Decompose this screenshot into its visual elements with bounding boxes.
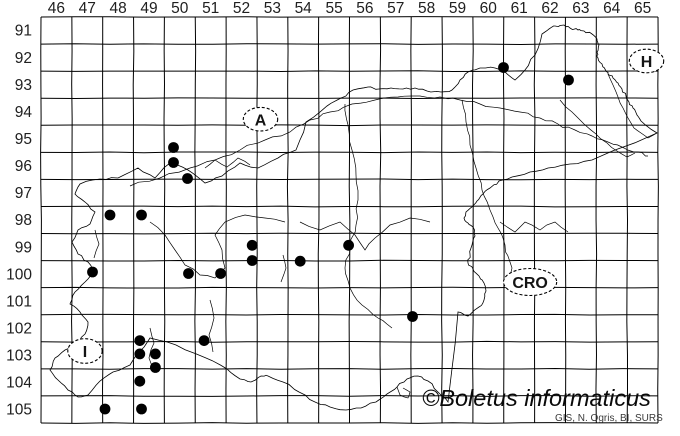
svg-text:52: 52 — [233, 0, 250, 17]
svg-text:91: 91 — [15, 23, 32, 40]
svg-text:100: 100 — [6, 266, 32, 283]
svg-text:61: 61 — [511, 0, 528, 17]
svg-text:46: 46 — [48, 0, 65, 17]
svg-text:105: 105 — [6, 402, 32, 419]
svg-text:94: 94 — [15, 104, 33, 121]
svg-text:98: 98 — [15, 212, 32, 229]
svg-text:93: 93 — [15, 77, 32, 94]
svg-text:GIS, N. Ogris, BI, SURS: GIS, N. Ogris, BI, SURS — [555, 413, 663, 424]
svg-text:53: 53 — [264, 0, 281, 17]
svg-text:58: 58 — [418, 0, 435, 17]
svg-text:95: 95 — [15, 131, 32, 148]
svg-text:47: 47 — [79, 0, 96, 17]
svg-text:57: 57 — [387, 0, 404, 17]
svg-text:©Boletus informaticus: ©Boletus informaticus — [422, 385, 651, 411]
svg-text:96: 96 — [15, 158, 32, 175]
svg-text:104: 104 — [6, 375, 32, 392]
svg-text:56: 56 — [356, 0, 373, 17]
svg-text:65: 65 — [634, 0, 651, 17]
svg-text:97: 97 — [15, 185, 32, 202]
svg-text:64: 64 — [603, 0, 621, 17]
svg-text:63: 63 — [572, 0, 589, 17]
svg-text:48: 48 — [109, 0, 126, 17]
svg-text:55: 55 — [325, 0, 342, 17]
svg-text:99: 99 — [15, 239, 32, 256]
svg-text:101: 101 — [6, 293, 32, 310]
svg-text:49: 49 — [140, 0, 157, 17]
svg-text:51: 51 — [202, 0, 219, 17]
svg-text:CRO: CRO — [512, 275, 548, 292]
svg-text:59: 59 — [449, 0, 466, 17]
svg-text:54: 54 — [295, 0, 313, 17]
svg-text:62: 62 — [541, 0, 558, 17]
svg-text:102: 102 — [6, 321, 32, 338]
svg-text:103: 103 — [6, 348, 32, 365]
svg-text:H: H — [641, 54, 653, 71]
svg-text:92: 92 — [15, 50, 32, 67]
svg-text:50: 50 — [171, 0, 189, 17]
svg-text:I: I — [83, 344, 87, 361]
svg-text:60: 60 — [480, 0, 498, 17]
svg-text:A: A — [255, 113, 267, 130]
